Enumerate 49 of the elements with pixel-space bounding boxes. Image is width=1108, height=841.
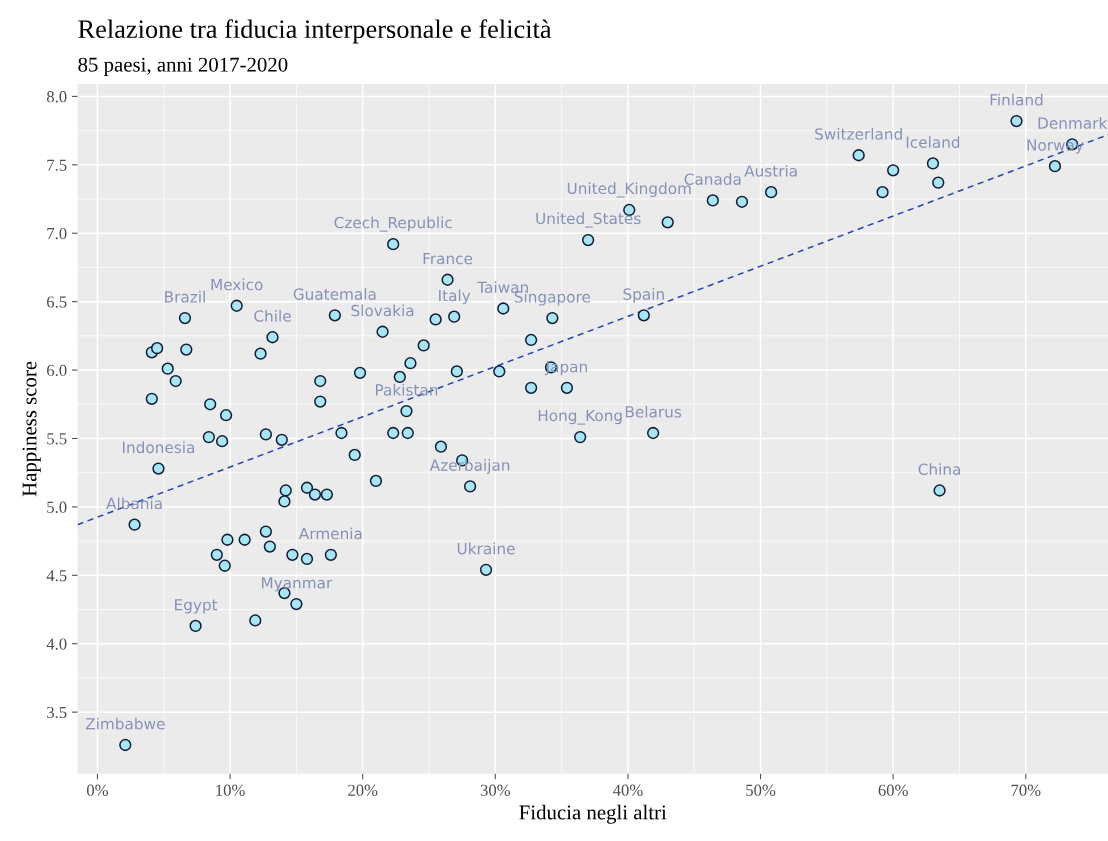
annotation: Ukraine [457, 542, 515, 555]
x-tick-label: 0% [86, 784, 108, 796]
annotation: Myanmar [261, 577, 333, 592]
annotation: Brazil [165, 290, 205, 303]
x-tick-label: 10% [216, 784, 245, 796]
y-tick-label: 5.5 [47, 433, 67, 445]
annotation: Chile [254, 309, 291, 322]
annotation: China [918, 463, 961, 476]
annotation: Mexico [211, 278, 263, 291]
annotation: Hong_Kong [538, 409, 622, 425]
y-tick-label: 4.0 [46, 638, 67, 650]
annotation: Armenia [298, 527, 362, 540]
y-tick-label: 7.0 [47, 227, 67, 240]
chart-subtitle: 85 paesi, anni 2017-2020 [78, 57, 288, 76]
x-tick-label: 70% [1011, 784, 1041, 796]
annotation: Czech_Republic [334, 216, 452, 232]
annotation: Egypt [175, 599, 218, 614]
annotation: Switzerland [815, 127, 902, 140]
y-tick-label: 7.5 [47, 159, 67, 171]
annotation: Indonesia [123, 441, 195, 454]
annotation: Albania [106, 497, 162, 510]
x-tick-label: 50% [746, 784, 776, 796]
annotation: Slovakia [351, 304, 414, 317]
x-tick-label: 40% [612, 784, 643, 796]
y-tick-label: 4.5 [46, 570, 67, 582]
x-tick-label: 60% [878, 784, 908, 796]
annotation: Finland [990, 93, 1043, 106]
annotation: Pakistan [375, 383, 438, 396]
x-axis-title: Fiducia negli altri [519, 804, 667, 824]
annotation: Azerbaijan [429, 459, 510, 474]
y-tick-label: 6.5 [47, 296, 67, 308]
annotation: Denmark [1038, 117, 1108, 129]
annotation: Zimbabwe [85, 717, 165, 730]
annotation: United_States [536, 212, 641, 228]
annotation: Iceland [906, 136, 960, 148]
annotation: Spain [623, 288, 664, 303]
annotation: Austria [744, 164, 797, 177]
annotation: Italy [439, 289, 471, 305]
y-tick-label: 8.0 [46, 91, 67, 103]
y-axis-title: Happiness score [22, 361, 41, 497]
y-tick-label: 5.0 [47, 501, 67, 513]
annotation: France [423, 252, 473, 265]
annotation: Guatemala [293, 288, 376, 300]
y-tick-label: 3.5 [47, 706, 67, 719]
x-tick-label: 20% [348, 784, 378, 796]
annotation: Belarus [625, 405, 682, 418]
chart-title: Relazione tra fiducia interpersonale e felicità [78, 19, 552, 44]
x-tick-label: 30% [480, 784, 511, 796]
y-tick-label: 6.0 [47, 364, 67, 377]
